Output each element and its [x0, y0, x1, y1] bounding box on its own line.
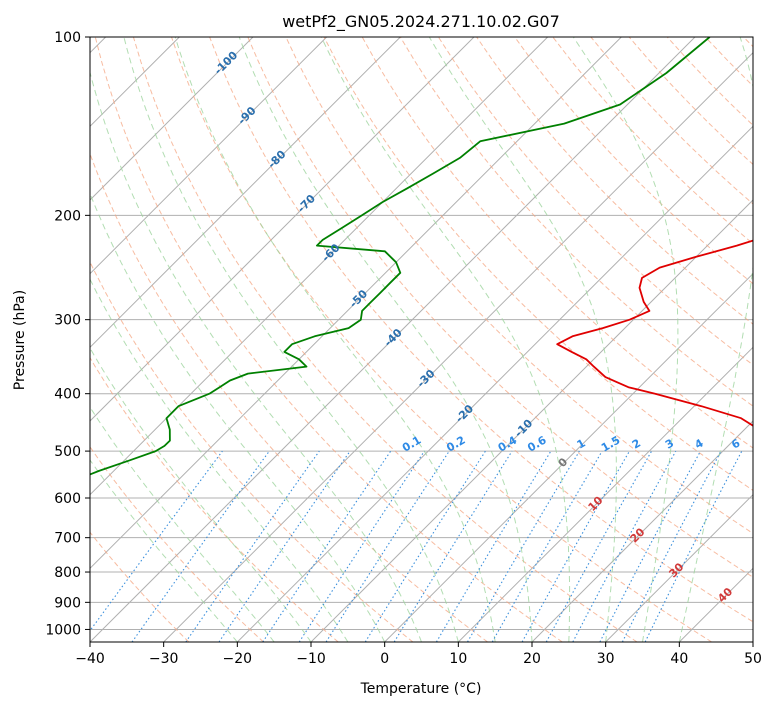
isotherm-line: [90, 37, 401, 349]
y-tick-label: 300: [54, 313, 81, 329]
mixing-ratio-line: [545, 450, 653, 642]
x-axis: −40 −30 −20 −10 0 10 20 30 40 50: [75, 642, 762, 667]
dewpoint-profile-line: [90, 37, 711, 476]
isotherm-line: [457, 346, 753, 642]
y-axis: 100 200 300 400 500 600 700 800 900 1000: [45, 30, 90, 638]
isotherm-line: [163, 51, 753, 642]
dry-adiabat-line: [90, 446, 264, 642]
y-tick-label: 1000: [45, 622, 81, 638]
temperature-profile-line: [556, 239, 753, 427]
mixing-ratio-line: [521, 450, 630, 642]
x-tick-label: 0: [380, 651, 389, 667]
moist-adiabat-line: [90, 192, 386, 642]
mixing-ratio-line: [298, 450, 425, 642]
moist-adiabat-line: [123, 37, 459, 642]
x-tick-label: 30: [597, 651, 615, 667]
dry-adiabat-line: [209, 37, 753, 623]
y-tick-label: 600: [54, 491, 81, 507]
moist-adiabat-line: [90, 278, 349, 642]
mixing-ratio-line: [185, 450, 320, 642]
x-axis-title: Temperature (°C): [360, 681, 482, 697]
dry-adiabat-line: [514, 37, 753, 285]
mixing-ratio-line: [218, 450, 351, 642]
mixing-ratio-line: [262, 450, 392, 642]
dry-adiabat-line: [361, 37, 753, 449]
mixing-ratio-line: [572, 450, 677, 642]
dry-adiabat-line: [399, 37, 753, 407]
y-tick-label: 200: [54, 208, 81, 224]
isotherm-line: [605, 493, 753, 642]
chart-title: wetPf2_GN05.2024.271.10.02.G07: [282, 12, 560, 32]
y-tick-label: 100: [54, 30, 81, 46]
x-tick-label: 20: [523, 651, 541, 667]
plot-frame: [89, 36, 754, 643]
moist-adiabat-line: [428, 37, 617, 642]
isotherm-line: [90, 37, 475, 422]
mixing-ratio-line: [90, 450, 223, 632]
dry-adiabat-line: [94, 37, 563, 642]
y-tick-label: 700: [54, 531, 81, 547]
moist-adiabat-line: [238, 37, 533, 642]
mixing-ratio-line: [644, 450, 743, 642]
y-tick-label: 900: [54, 595, 81, 611]
x-tick-label: −10: [296, 651, 326, 667]
dry-adiabat-line: [323, 37, 753, 491]
x-tick-label: −30: [149, 651, 179, 667]
dry-adiabat-line: [90, 260, 414, 642]
dry-adiabat-line: [247, 37, 753, 578]
moist-adiabat-line: [90, 459, 238, 642]
y-tick-label: 800: [54, 565, 81, 581]
isotherm-line: [531, 420, 753, 642]
moist-adiabat-line: [174, 37, 496, 642]
isotherm-line: [90, 37, 328, 275]
dry-adiabat-line: [171, 37, 712, 642]
moist-adiabat-line: [678, 37, 753, 642]
moist-adiabat-line: [90, 406, 275, 642]
isotherm-line: [384, 272, 753, 642]
moist-adiabat-line: [320, 37, 571, 642]
mixing-ratio-line: [131, 450, 270, 642]
dry-adiabat-line: [285, 37, 753, 535]
moist-adiabat-line: [90, 70, 422, 642]
dry-adiabat-line: [90, 152, 488, 642]
y-axis-title: Pressure (hPa): [12, 290, 28, 390]
mixing-ratio-line: [325, 450, 450, 642]
x-tick-label: 40: [670, 651, 688, 667]
x-tick-label: −20: [223, 651, 253, 667]
x-tick-label: 10: [449, 651, 467, 667]
mixing-ratio-line: [393, 450, 513, 642]
plot-area: [90, 37, 753, 642]
y-tick-label: 500: [54, 444, 81, 460]
isotherm-line: [90, 37, 622, 570]
dry-adiabat-line: [90, 356, 339, 642]
isotherm-line: [90, 37, 549, 496]
y-tick-label: 400: [54, 387, 81, 403]
dry-adiabat-line: [90, 531, 190, 642]
x-tick-label: −40: [75, 651, 105, 667]
moist-adiabat-line: [90, 347, 312, 642]
x-tick-label: 50: [744, 651, 762, 667]
moist-adiabat-line: [572, 37, 679, 642]
dry-adiabat-line: [437, 37, 753, 366]
isotherm-line: [236, 125, 753, 642]
isotherm-line: [90, 37, 254, 201]
dry-adiabat-line: [132, 37, 638, 642]
